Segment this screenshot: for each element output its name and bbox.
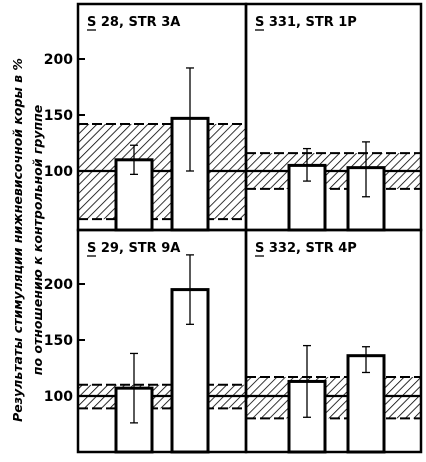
y-axis-title-line2: по отношению к контрольной группе — [30, 105, 45, 375]
chart-panel: 100 150 200 S 28, STR 3A — [44, 2, 248, 232]
chart-panel: S 332, STR 4P — [244, 228, 423, 454]
panel-frame — [244, 228, 423, 454]
y-tick-label: 200 — [44, 277, 73, 293]
y-tick-label: 150 — [44, 108, 73, 124]
panel-frame — [76, 228, 248, 454]
chart-panel: S 331, STR 1P — [244, 2, 423, 232]
control-band — [247, 376, 420, 419]
y-tick-label: 100 — [44, 164, 73, 180]
panel-title: S 29, STR 9A — [87, 241, 180, 256]
y-tick-label: 100 — [44, 389, 73, 405]
chart-panels: 100 150 200 S 28, STR 3A S 331, STR 1P 100 150… — [44, 2, 423, 454]
panel-title: S 331, STR 1P — [255, 15, 357, 30]
y-tick-label: 200 — [44, 52, 73, 68]
chart-panel: 100 150 200 S 29, STR 9A — [44, 228, 248, 454]
y-tick-label: 150 — [44, 333, 73, 349]
panel-title: S 28, STR 3A — [87, 15, 180, 30]
panel-title: S 332, STR 4P — [255, 241, 357, 256]
panel-frame — [244, 2, 423, 232]
y-axis-title-line1: Результаты стимуляции нижневисочной коры… — [10, 58, 25, 422]
